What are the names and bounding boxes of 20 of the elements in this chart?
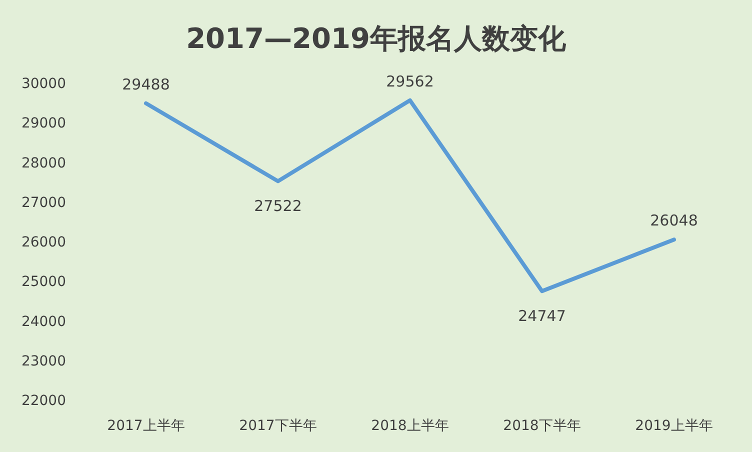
y-tick-label: 30000 — [21, 76, 66, 92]
x-tick-label: 2019上半年 — [635, 418, 713, 434]
y-tick-label: 28000 — [21, 155, 66, 172]
x-tick-label: 2018下半年 — [503, 418, 581, 434]
data-label: 26048 — [650, 212, 698, 230]
x-tick-label: 2017下半年 — [239, 418, 317, 434]
data-label: 29562 — [386, 72, 434, 90]
y-tick-label: 29000 — [21, 116, 66, 132]
y-tick-label: 25000 — [21, 274, 66, 290]
y-tick-label: 26000 — [21, 234, 66, 250]
y-tick-label: 27000 — [21, 194, 66, 211]
y-tick-label: 23000 — [21, 353, 66, 370]
data-label: 24747 — [518, 307, 566, 326]
y-tick-label: 22000 — [21, 393, 66, 409]
x-tick-label: 2018上半年 — [371, 418, 449, 434]
chart-title: 2017—2019年报名人数变化 — [186, 22, 567, 55]
x-tick-label: 2017上半年 — [107, 418, 185, 434]
data-label: 29488 — [122, 75, 170, 94]
y-tick-label: 24000 — [21, 314, 66, 330]
data-label: 27522 — [254, 197, 302, 216]
